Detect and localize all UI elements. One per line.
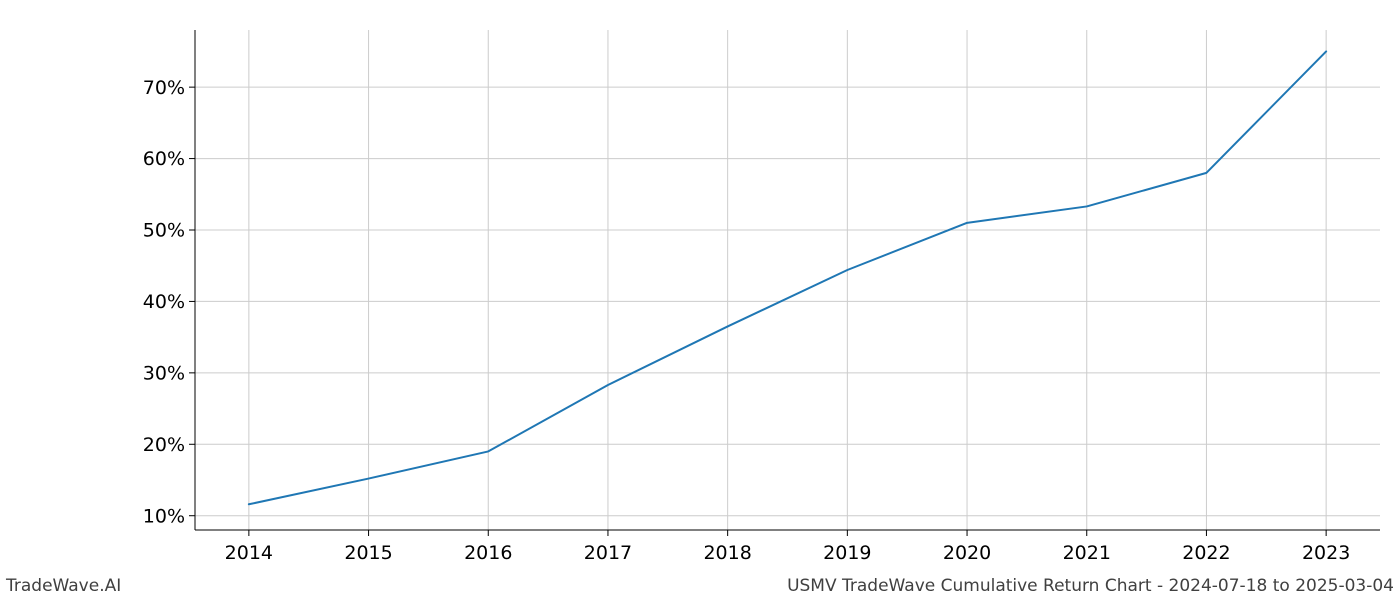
y-tick-label: 30%	[143, 363, 185, 385]
x-tick-label: 2016	[464, 542, 512, 564]
x-tick-label: 2023	[1302, 542, 1350, 564]
y-tick-label: 50%	[143, 220, 185, 242]
y-tick-label: 20%	[143, 434, 185, 456]
footer-left-text: TradeWave.AI	[6, 576, 121, 596]
y-tick-label: 40%	[143, 291, 185, 313]
x-tick-label: 2020	[943, 542, 991, 564]
y-tick-label: 60%	[143, 148, 185, 170]
y-tick-label: 10%	[143, 505, 185, 527]
x-tick-label: 2015	[344, 542, 392, 564]
y-tick-label: 70%	[143, 77, 185, 99]
x-tick-label: 2018	[703, 542, 751, 564]
line-chart: 2014 2015 2016 2017 2018 2019 2020 2021 2022 2023…	[0, 0, 1400, 600]
x-tick-label: 2014	[225, 542, 273, 564]
chart-container: 2014 2015 2016 2017 2018 2019 2020 2021 2022 2023…	[0, 0, 1400, 600]
x-tick-label: 2017	[584, 542, 632, 564]
x-tick-label: 2021	[1063, 542, 1111, 564]
x-tick-label: 2022	[1182, 542, 1230, 564]
x-tick-label: 2019	[823, 542, 871, 564]
footer-right-text: USMV TradeWave Cumulative Return Chart -…	[787, 576, 1394, 596]
